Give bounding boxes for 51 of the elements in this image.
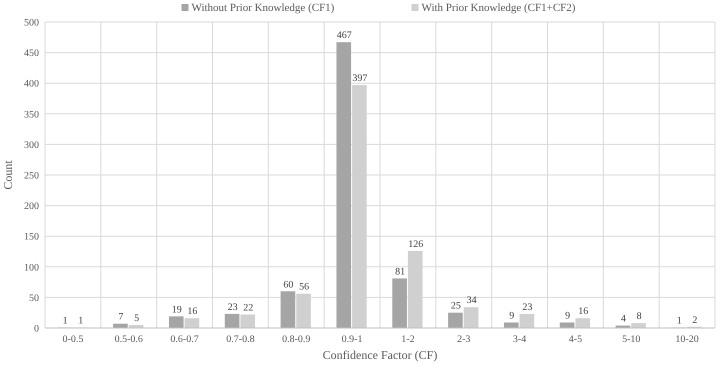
data-label: 397 [352,73,368,84]
data-label: 1 [62,315,68,326]
y-tick-label: 500 [24,18,39,28]
y-tick-label: 350 [24,109,39,120]
x-tick-label: 0.9-1 [342,334,363,345]
data-label: 22 [243,302,254,314]
data-label: 16 [578,306,588,318]
data-label: 9 [565,310,570,322]
x-tick-label: 1-2 [401,334,415,345]
data-label: 34 [466,295,477,306]
y-axis-title: Count [1,160,15,190]
y-tick-label: 0 [34,324,39,334]
x-tick-label: 0.8-0.9 [282,334,310,345]
data-label: 60 [283,279,294,290]
data-label: 23 [228,302,238,313]
x-tick-label: 0.6-0.7 [170,334,199,345]
data-label: 81 [395,266,406,278]
data-label: 2 [692,314,698,326]
x-tick-label: 3-4 [512,334,526,345]
y-tick-label: 300 [24,140,39,151]
y-tick-label: 400 [24,78,39,90]
x-tick-label: 0.7-0.8 [226,334,255,345]
x-tick-label: 2-3 [457,334,470,345]
x-tick-label: 0.5-0.6 [114,334,143,345]
data-label: 8 [636,311,642,322]
x-tick-label: 10-20 [675,334,699,345]
data-label: 1 [78,315,84,326]
data-label: 16 [187,306,198,318]
data-label: 9 [509,310,514,322]
data-label: 56 [299,282,310,293]
x-axis-title: Confidence Factor (CF) [322,348,438,362]
x-tick-label: 5-10 [622,334,640,345]
data-label: 25 [450,300,461,312]
data-label: 126 [408,238,424,250]
y-tick-label: 450 [24,48,39,60]
y-tick-label: 100 [24,262,39,274]
y-tick-label: 150 [24,232,39,243]
data-label: 19 [172,304,182,316]
y-tick-label: 200 [24,201,39,212]
y-tick-label: 250 [24,170,39,182]
data-label: 467 [336,30,352,42]
x-tick-label: 4-5 [568,334,582,345]
data-label: 5 [134,312,140,324]
data-label: 23 [522,302,532,313]
legend-label: Without Prior Knowledge (CF1) [192,2,335,14]
legend-label: With Prior Knowledge (CF1+CF2) [422,2,576,14]
data-label: 4 [620,314,626,325]
y-tick-label: 50 [29,292,39,304]
data-label: 1 [676,315,682,326]
x-tick-label: 0-0.5 [62,334,84,345]
data-label: 7 [118,312,124,323]
